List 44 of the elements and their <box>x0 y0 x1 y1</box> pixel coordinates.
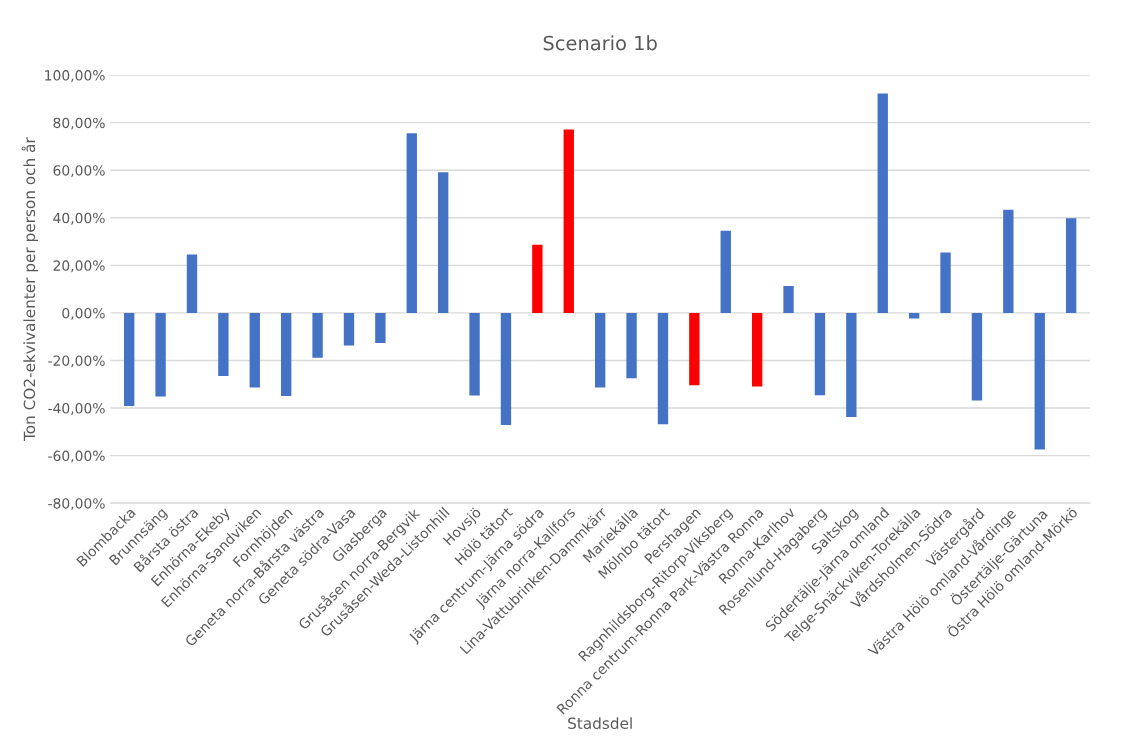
bar <box>814 312 826 396</box>
y-tick-label: 0,00% <box>62 307 105 320</box>
x-axis-title: Stadsdel <box>568 717 632 730</box>
bar <box>971 312 983 401</box>
y-tick-label: -60,00% <box>48 450 105 463</box>
bar <box>877 93 888 313</box>
bar <box>940 252 951 313</box>
bar <box>469 312 480 396</box>
bar <box>1003 209 1014 313</box>
bar <box>563 129 574 313</box>
bar <box>437 172 449 313</box>
chart-title: Scenario 1b <box>543 35 657 51</box>
y-tick-label: 60,00% <box>53 165 105 178</box>
y-tick-label: 40,00% <box>53 212 105 225</box>
y-tick-label: 100,00% <box>45 70 105 82</box>
bar <box>312 312 323 358</box>
bar <box>1034 312 1045 450</box>
bar <box>908 312 920 319</box>
bar <box>155 312 166 397</box>
y-tick-label: 80,00% <box>53 117 105 130</box>
bar <box>594 312 606 388</box>
bar <box>406 133 417 313</box>
bar <box>720 230 731 313</box>
bar <box>124 312 135 406</box>
bar <box>783 286 794 313</box>
bar <box>281 312 292 396</box>
bar <box>375 312 386 344</box>
bar <box>626 312 637 379</box>
y-axis-title: Ton CO2-ekvivalenter per person och år <box>21 137 39 442</box>
y-tick-label: -40,00% <box>48 403 105 415</box>
bar <box>751 312 763 387</box>
bar <box>532 244 543 313</box>
bar <box>1065 218 1077 313</box>
y-tick-label: -80,00% <box>48 498 105 511</box>
y-tick-label: 20,00% <box>53 260 105 273</box>
bar <box>186 254 198 313</box>
y-tick-label: -20,00% <box>48 355 105 368</box>
bar <box>343 312 355 346</box>
bar <box>249 312 260 388</box>
bar <box>689 312 700 386</box>
bar <box>657 312 669 425</box>
bar <box>846 312 857 418</box>
bar <box>218 312 229 376</box>
bar <box>500 312 512 425</box>
